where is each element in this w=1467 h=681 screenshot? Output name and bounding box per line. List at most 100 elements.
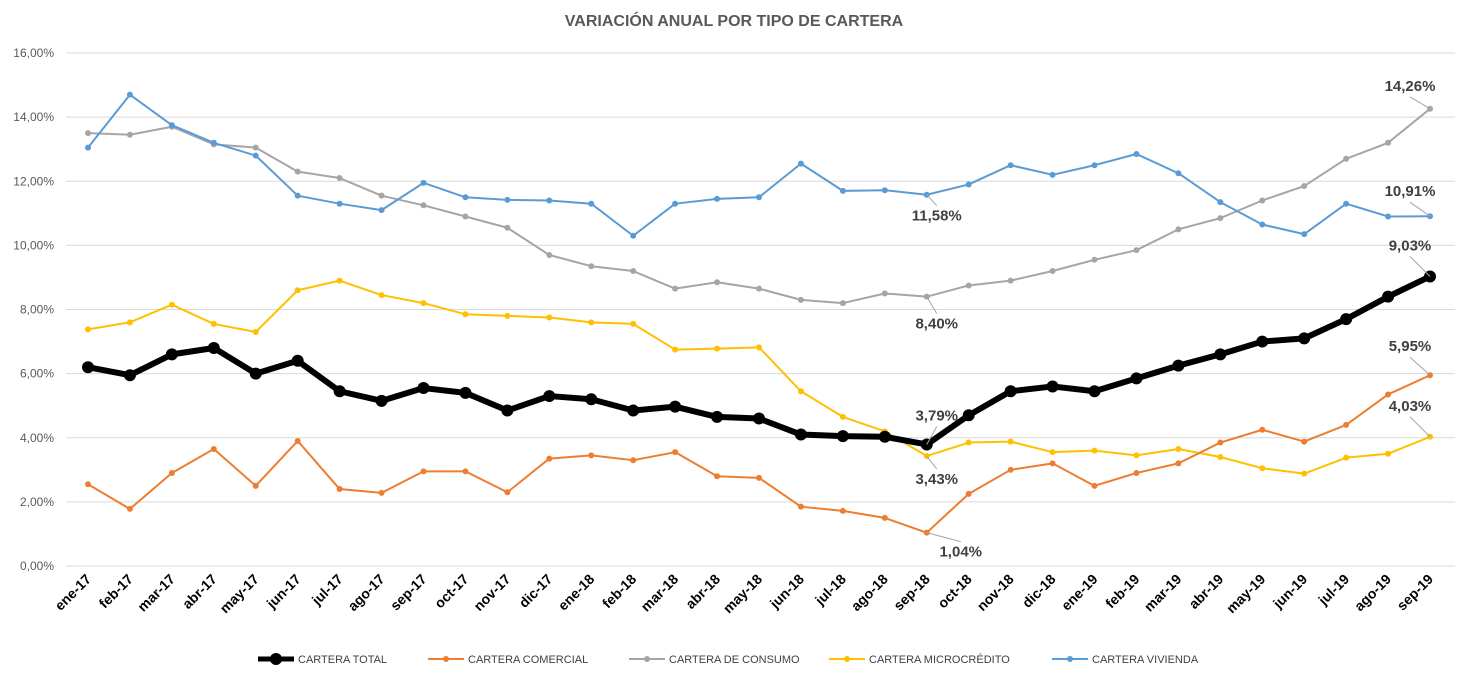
data-point: [126, 131, 133, 138]
annotation-leader: [1409, 416, 1431, 438]
data-point: [1049, 460, 1056, 467]
data-point: [630, 232, 637, 239]
data-point: [1301, 438, 1308, 445]
annotation-leader: [926, 296, 938, 314]
data-point: [1217, 453, 1224, 460]
series-0: [82, 270, 1436, 451]
legend-item-1: CARTERA COMERCIAL: [428, 654, 588, 666]
data-point: [881, 290, 888, 297]
y-tick-label: 2,00%: [20, 495, 54, 509]
annotation-leader: [926, 455, 938, 470]
data-point: [375, 394, 388, 407]
data-point: [962, 409, 975, 422]
data-point: [1091, 447, 1098, 454]
data-point: [168, 301, 175, 308]
data-point: [797, 503, 804, 510]
series-1: [85, 372, 1433, 536]
legend-item-2: CARTERA DE CONSUMO: [629, 654, 800, 666]
data-point: [1049, 171, 1056, 178]
data-point: [165, 348, 178, 361]
data-point: [839, 300, 846, 307]
data-point: [126, 505, 133, 512]
data-point: [1133, 470, 1140, 477]
data-point: [1340, 313, 1353, 326]
annotation-leader: [926, 532, 961, 543]
data-point: [252, 144, 259, 151]
data-point: [168, 470, 175, 477]
data-point: [1301, 231, 1308, 238]
data-point: [672, 200, 679, 207]
data-point: [1343, 155, 1350, 162]
legend: CARTERA TOTAL CARTERA COMERCIAL CARTERA DE…: [258, 653, 1199, 666]
data-point: [85, 481, 91, 488]
data-point: [1049, 268, 1056, 275]
data-point: [714, 473, 721, 480]
x-tick-label: may-17: [216, 571, 262, 617]
data-point: [1214, 348, 1227, 361]
data-point: [1091, 482, 1098, 489]
data-point: [1256, 335, 1269, 348]
x-tick-label: ago-19: [1351, 571, 1394, 614]
annotation-leader: [1409, 256, 1431, 277]
x-tick-label: jul-18: [811, 571, 849, 609]
data-point: [1091, 256, 1098, 263]
data-point: [210, 139, 217, 146]
data-point: [1259, 426, 1266, 433]
chart-title: VARIACIÓN ANUAL POR TIPO DE CARTERA: [565, 11, 904, 30]
data-point: [294, 168, 301, 175]
data-point: [504, 312, 511, 319]
data-point: [1046, 380, 1059, 393]
x-tick-label: dic-18: [1019, 571, 1059, 611]
y-tick-label: 6,00%: [20, 367, 54, 381]
data-point: [881, 187, 888, 194]
data-point: [294, 192, 301, 199]
data-point: [1385, 391, 1392, 398]
data-point: [756, 285, 762, 292]
data-point: [1088, 385, 1101, 398]
data-point: [672, 346, 679, 353]
legend-marker: [443, 656, 449, 662]
data-point: [1259, 465, 1266, 472]
data-point: [168, 122, 175, 129]
x-tick-label: nov-17: [470, 571, 513, 614]
data-point: [711, 410, 724, 423]
data-point: [588, 263, 595, 270]
data-label: 14,26%: [1385, 78, 1436, 95]
legend-marker: [844, 656, 850, 662]
data-point: [82, 361, 94, 374]
annotation-leader: [1409, 96, 1431, 110]
x-tick-label: feb-17: [96, 571, 137, 612]
annotations: 14,26% 10,91% 9,03% 5,95% 4,03% 11,58% 8,40% 3,…: [912, 78, 1436, 561]
data-point: [1091, 162, 1098, 169]
x-tick-label: abr-18: [682, 571, 723, 612]
data-point: [504, 196, 511, 203]
data-point: [797, 296, 804, 303]
x-tick-label: mar-19: [1141, 571, 1185, 615]
data-point: [1175, 445, 1182, 452]
data-point: [1049, 449, 1056, 456]
data-point: [1004, 385, 1017, 398]
data-label: 3,43%: [915, 471, 958, 488]
data-point: [1130, 372, 1143, 385]
annotation-leader: [1409, 356, 1431, 376]
data-point: [756, 194, 762, 201]
x-tick-label: feb-18: [599, 571, 640, 612]
x-tick-label: mar-17: [134, 571, 178, 615]
data-point: [630, 320, 637, 327]
data-point: [420, 468, 427, 475]
y-tick-label: 10,00%: [13, 238, 54, 252]
data-point: [965, 181, 972, 188]
x-tick-label: may-19: [1223, 571, 1269, 617]
data-point: [378, 207, 385, 214]
data-point: [714, 195, 721, 202]
data-point: [378, 192, 385, 199]
x-tick-label: ene-18: [555, 571, 598, 614]
series-2: [85, 105, 1433, 307]
y-tick-label: 4,00%: [20, 431, 54, 445]
x-tick-label: dic-17: [516, 571, 556, 611]
data-point: [753, 412, 765, 425]
series-line: [87, 374, 1431, 534]
data-point: [965, 490, 972, 497]
data-point: [459, 386, 472, 399]
